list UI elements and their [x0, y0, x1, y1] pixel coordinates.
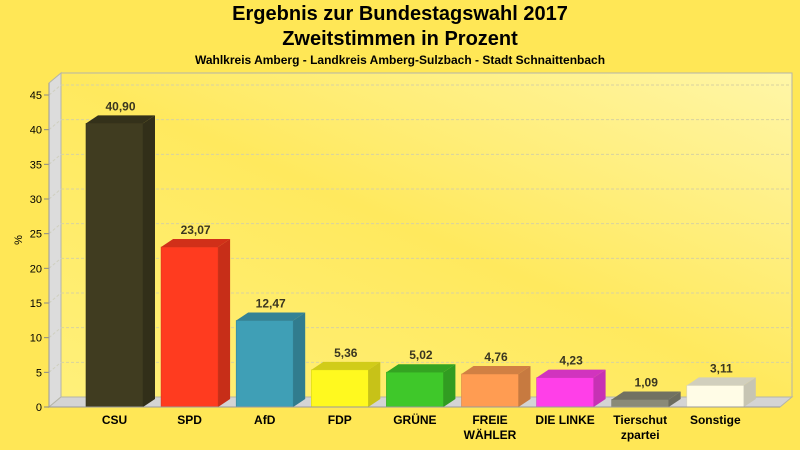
bar-side [518, 365, 531, 407]
bar [235, 312, 306, 408]
bar-value-label: 5,02 [409, 348, 433, 362]
bar-top [461, 365, 531, 374]
bar-side [443, 364, 456, 407]
bar-front [461, 373, 519, 408]
category-label: WÄHLER [464, 427, 517, 442]
bar-front [85, 123, 144, 408]
bar-top [686, 377, 756, 386]
bar-value-label: 4,23 [559, 354, 583, 368]
bar-value-label: 40,90 [105, 99, 135, 113]
y-tick-label: 30 [30, 194, 42, 206]
bar-side [593, 369, 606, 407]
category-label: GRÜNE [393, 412, 436, 427]
bar-side [143, 115, 155, 407]
bar-top [386, 364, 456, 373]
gridline-left [48, 327, 62, 339]
y-tick-label: 10 [30, 333, 42, 345]
bar-value-label: 12,47 [256, 297, 286, 311]
gridline-left [48, 84, 62, 96]
y-tick-label: 25 [30, 229, 42, 241]
y-tick-label: 0 [36, 402, 42, 414]
category-label: FREIE [472, 413, 507, 427]
bar-side [668, 391, 681, 407]
bar-side [743, 377, 756, 407]
category-label: zpartei [621, 428, 660, 442]
bar [611, 391, 681, 408]
y-tick-label: 15 [30, 298, 42, 310]
y-tick-label: 5 [36, 367, 42, 379]
bar-front [386, 371, 444, 408]
bar [386, 364, 456, 408]
bar-front [536, 377, 594, 408]
gridline-left [48, 361, 62, 373]
bar [310, 361, 381, 408]
category-label: FDP [328, 413, 352, 427]
gridline-left [48, 257, 62, 269]
category-label: DIE LINKE [535, 413, 594, 427]
category-label: SPD [177, 413, 202, 427]
bar-top [311, 361, 381, 370]
bar [461, 365, 531, 408]
bar-side [218, 239, 231, 407]
y-tick-label: 45 [30, 90, 42, 102]
bar [85, 115, 155, 408]
bar-top [611, 391, 681, 400]
gridline-left [48, 223, 62, 235]
category-label: AfD [254, 413, 276, 427]
chart-title: Ergebnis zur Bundestagswahl 2017 [232, 3, 568, 25]
bar-value-label: 1,09 [635, 375, 659, 389]
chart-region-subtitle: Wahlkreis Amberg - Landkreis Amberg-Sulz… [194, 53, 606, 67]
y-tick-label: 40 [30, 125, 42, 137]
bar [160, 239, 231, 408]
gridline-left [48, 188, 62, 200]
bar-side [293, 312, 306, 407]
chart-subtitle: Zweitstimmen in Prozent [282, 28, 518, 50]
y-tick-label: 35 [30, 159, 42, 171]
category-label: Sonstige [690, 413, 741, 427]
category-label: Tierschut [613, 413, 667, 427]
bar [686, 377, 756, 408]
bar-value-label: 3,11 [710, 361, 733, 375]
category-label: CSU [102, 413, 127, 427]
bar-top [86, 115, 155, 124]
gridline-left [48, 292, 62, 304]
y-tick-label: 20 [30, 263, 42, 275]
gridline-left [48, 153, 62, 165]
bar-top [536, 369, 606, 378]
y-axis-label: % [13, 235, 25, 245]
bar [536, 369, 606, 408]
bar-front [310, 369, 369, 408]
bar-front [160, 246, 219, 408]
bar-side [368, 361, 381, 407]
bar-top [161, 239, 231, 248]
bar-front [611, 399, 670, 408]
bar-front [686, 385, 745, 408]
bar-value-label: 23,07 [181, 223, 211, 237]
plot-left-wall [48, 71, 62, 409]
bar-front [235, 320, 294, 408]
bar-top [236, 312, 306, 321]
bar-value-label: 5,36 [334, 346, 358, 360]
gridline-left [48, 119, 62, 131]
bar-value-label: 4,76 [484, 350, 508, 364]
